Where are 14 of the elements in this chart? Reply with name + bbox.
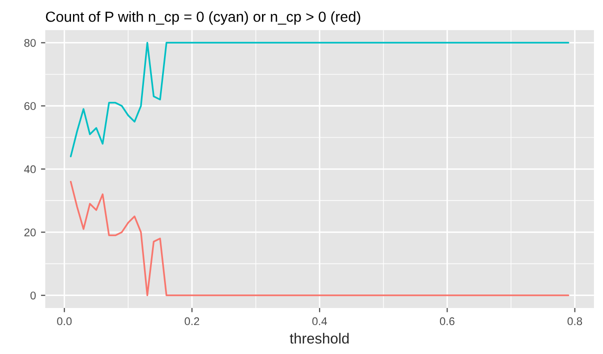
line-series <box>70 180 570 296</box>
x-tick-label: 0.6 <box>440 317 454 326</box>
x-tick-label: 0.2 <box>184 317 200 326</box>
y-tick-label: 80 <box>24 38 36 47</box>
y-tick-label: 20 <box>24 228 36 236</box>
chart-title: Count of P with n_cp = 0 (cyan) or n_cp > 0 (red) <box>46 11 360 25</box>
x-tick-label: 0.4 <box>312 317 327 326</box>
x-tick-label: 0.8 <box>568 317 582 326</box>
y-tick-label: 0 <box>30 292 36 300</box>
line-series <box>70 42 570 158</box>
y-tick-label: 40 <box>24 165 36 174</box>
x-axis-title: threshold <box>290 332 349 344</box>
x-tick-label: 0.0 <box>57 317 72 326</box>
y-tick-label: 60 <box>24 102 36 110</box>
